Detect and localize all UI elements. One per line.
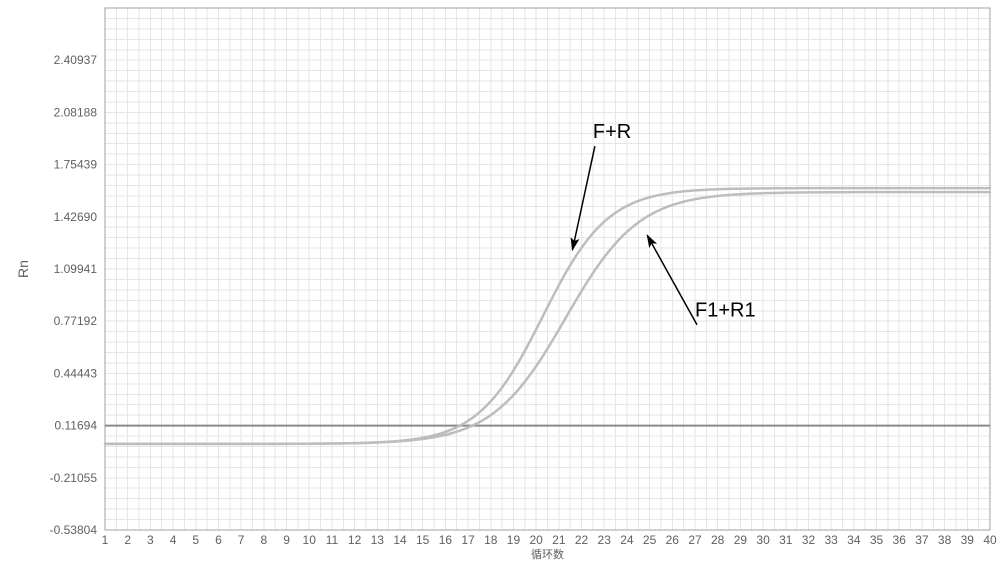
annotation-label: F+R xyxy=(593,121,631,143)
x-tick-label: 32 xyxy=(802,533,816,547)
y-axis-label: Rn xyxy=(15,260,31,278)
annotation-label: F1+R1 xyxy=(695,300,756,322)
x-tick-label: 28 xyxy=(711,533,725,547)
x-tick-label: 7 xyxy=(238,533,245,547)
x-tick-label: 39 xyxy=(961,533,975,547)
x-tick-label: 35 xyxy=(870,533,884,547)
x-tick-label: 18 xyxy=(484,533,498,547)
x-tick-label: 24 xyxy=(620,533,634,547)
x-tick-label: 17 xyxy=(461,533,475,547)
x-tick-label: 29 xyxy=(734,533,748,547)
x-tick-label: 16 xyxy=(439,533,453,547)
x-tick-label: 8 xyxy=(261,533,268,547)
x-tick-label: 33 xyxy=(824,533,838,547)
y-tick-label: 0.77192 xyxy=(54,314,98,328)
x-tick-label: 14 xyxy=(393,533,407,547)
x-tick-label: 20 xyxy=(529,533,543,547)
y-tick-label: 1.09941 xyxy=(54,262,98,276)
x-tick-label: 21 xyxy=(552,533,566,547)
x-tick-label: 31 xyxy=(779,533,793,547)
x-tick-label: 2 xyxy=(124,533,131,547)
y-tick-label: 2.40937 xyxy=(54,53,98,67)
y-tick-label: 2.08188 xyxy=(54,105,98,119)
x-tick-label: 30 xyxy=(756,533,770,547)
x-tick-label: 5 xyxy=(192,533,199,547)
x-tick-label: 10 xyxy=(303,533,317,547)
x-tick-label: 15 xyxy=(416,533,430,547)
x-tick-label: 11 xyxy=(326,533,339,547)
x-tick-label: 38 xyxy=(938,533,952,547)
x-tick-label: 23 xyxy=(598,533,612,547)
y-tick-label: 0.11694 xyxy=(55,419,98,433)
y-tick-label: 1.75439 xyxy=(54,158,98,172)
x-tick-label: 9 xyxy=(283,533,290,547)
amplification-chart: -0.53804 -0.21055 0.11694 0.44443 0.77192 1.0… xyxy=(0,0,1000,561)
x-tick-label: 22 xyxy=(575,533,589,547)
x-tick-label: 26 xyxy=(666,533,680,547)
x-tick-label: 40 xyxy=(983,533,997,547)
x-tick-label: 36 xyxy=(893,533,907,547)
y-tick-label: 1.42690 xyxy=(54,210,98,224)
x-tick-label: 13 xyxy=(371,533,385,547)
x-tick-label: 12 xyxy=(348,533,362,547)
chart-svg: -0.53804 -0.21055 0.11694 0.44443 0.77192 1.0… xyxy=(0,0,1000,561)
y-tick-label: 0.44443 xyxy=(54,366,98,380)
x-tick-label: 27 xyxy=(688,533,702,547)
x-tick-label: 3 xyxy=(147,533,154,547)
x-tick-label: 6 xyxy=(215,533,222,547)
x-tick-label: 4 xyxy=(170,533,177,547)
x-tick-label: 1 xyxy=(102,533,109,547)
x-tick-label: 19 xyxy=(507,533,521,547)
y-tick-label: -0.21055 xyxy=(50,471,98,485)
x-tick-label: 37 xyxy=(915,533,929,547)
x-tick-label: 25 xyxy=(643,533,657,547)
x-tick-label: 34 xyxy=(847,533,861,547)
x-axis-label: 循环数 xyxy=(531,548,564,561)
y-tick-label: -0.53804 xyxy=(50,523,98,537)
